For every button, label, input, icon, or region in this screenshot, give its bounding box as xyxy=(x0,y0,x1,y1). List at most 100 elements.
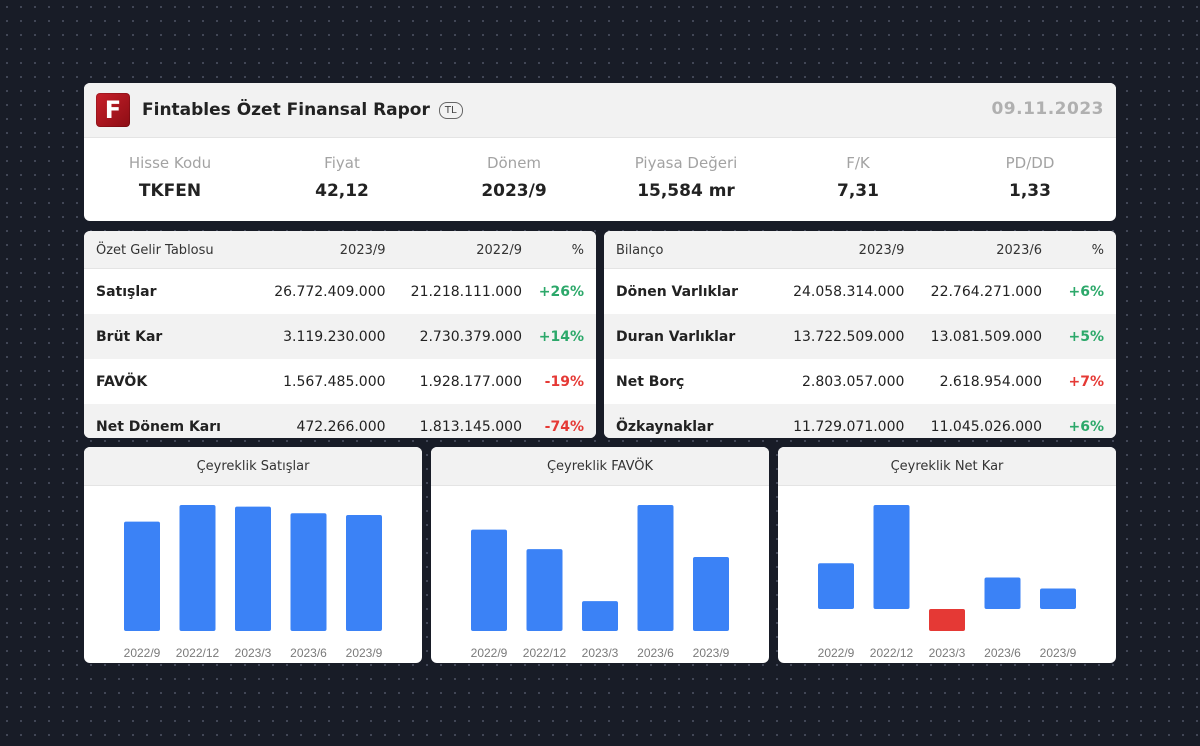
x-tick-label: 2023/9 xyxy=(693,646,730,660)
row-label: FAVÖK xyxy=(96,373,148,390)
column-header: % xyxy=(523,231,596,269)
table-row: Satışlar 26.772.409.000 21.218.111.000 +… xyxy=(84,269,596,314)
report-date: 09.11.2023 xyxy=(991,99,1104,119)
current-value: 24.058.314.000 xyxy=(793,283,905,300)
column-header: Bilanço xyxy=(604,231,768,269)
x-tick-label: 2023/6 xyxy=(637,646,674,660)
x-tick-label: 2023/6 xyxy=(290,646,327,660)
current-value: 472.266.000 xyxy=(250,404,387,438)
metric-value: 15,584 mr xyxy=(637,181,735,201)
table-row: Brüt Kar 3.119.230.000 2.730.379.000 +14… xyxy=(84,314,596,359)
chart-title: Çeyreklik FAVÖK xyxy=(431,447,769,485)
x-tick-label: 2022/12 xyxy=(870,646,914,660)
chart-bar xyxy=(235,506,271,631)
row-label: Özkaynaklar xyxy=(604,404,768,438)
x-tick-label: 2023/3 xyxy=(582,646,619,660)
row-label: Net Borç xyxy=(616,373,685,390)
column-header: 2023/9 xyxy=(250,231,387,269)
row-label: Net Dönem Karı xyxy=(84,404,251,438)
metric-label: Dönem xyxy=(486,154,542,172)
previous-value: 22.764.271.000 xyxy=(930,283,1042,300)
column-header: 2023/9 xyxy=(767,231,906,269)
previous-value: 2.730.379.000 xyxy=(386,314,523,359)
current-value: 26.772.409.000 xyxy=(274,283,386,300)
metric-period: Dönem 2023/9 xyxy=(428,137,600,221)
x-tick-label: 2023/6 xyxy=(984,646,1021,660)
change-percent: +6% xyxy=(1043,404,1116,438)
chart-title: Çeyreklik Net Kar xyxy=(778,447,1116,485)
current-value: 1.567.485.000 xyxy=(283,373,386,390)
currency-badge: TL xyxy=(438,101,463,119)
row-label: Brüt Kar xyxy=(84,314,251,359)
column-header: % xyxy=(1043,231,1116,269)
x-tick-label: 2023/3 xyxy=(929,646,966,660)
chart-title: Çeyreklik Satışlar xyxy=(84,447,422,485)
balance-sheet-card: Bilanço 2023/9 2023/6 % Dönen Varlıklar … xyxy=(604,231,1116,438)
table-row: Duran Varlıklar 13.722.509.000 13.081.50… xyxy=(604,314,1116,359)
previous-value: 21.218.111.000 xyxy=(410,283,522,300)
chart-bar xyxy=(179,505,216,631)
quarterly-net-profit-chart-card: Çeyreklik Net Kar 2022/9 2022/12 2023/3 202… xyxy=(778,447,1116,663)
previous-value: 2.618.954.000 xyxy=(939,373,1042,390)
metric-market-cap: Piyasa Değeri 15,584 mr xyxy=(600,137,772,221)
table-row: Özkaynaklar 11.729.071.000 11.045.026.00… xyxy=(604,404,1116,438)
quarterly-sales-chart-card: Çeyreklik Satışlar 2022/9 2022/12 2023/3 20… xyxy=(84,447,422,663)
row-label: Duran Varlıklar xyxy=(604,314,768,359)
balance-sheet-table: Bilanço 2023/9 2023/6 % Dönen Varlıklar … xyxy=(604,231,1116,438)
report-title: Fintables Özet Finansal Rapor xyxy=(142,100,430,120)
chart-bar xyxy=(290,513,327,631)
metric-pb-ratio: PD/DD 1,33 xyxy=(944,137,1116,221)
chart-bar xyxy=(471,529,507,631)
metric-label: Fiyat xyxy=(324,154,360,172)
metric-ticker: Hisse Kodu TKFEN xyxy=(84,137,256,221)
row-label: Satışlar xyxy=(96,283,157,300)
current-value: 13.722.509.000 xyxy=(767,314,906,359)
fintables-logo: F xyxy=(96,93,130,127)
quarterly-ebitda-chart: 2022/9 2022/12 2023/3 2023/6 2023/9 xyxy=(471,505,730,660)
metric-value: TKFEN xyxy=(138,181,202,201)
current-value: 2.803.057.000 xyxy=(801,373,905,390)
x-tick-label: 2023/3 xyxy=(235,646,272,660)
x-tick-label: 2022/9 xyxy=(818,646,855,660)
table-row: Dönen Varlıklar 24.058.314.000 22.764.27… xyxy=(604,269,1116,314)
key-metrics: Hisse Kodu TKFEN Fiyat 42,12 Dönem 2023/… xyxy=(84,137,1116,221)
chart-bar xyxy=(582,601,618,631)
income-statement-table: Özet Gelir Tablosu 2023/9 2022/9 % Satış… xyxy=(84,231,596,438)
previous-value: 1.928.177.000 xyxy=(419,373,522,390)
income-statement-card: Özet Gelir Tablosu 2023/9 2022/9 % Satış… xyxy=(84,231,596,438)
metric-value: 42,12 xyxy=(315,181,369,201)
x-tick-label: 2023/9 xyxy=(1040,646,1077,660)
change-percent: +14% xyxy=(523,314,596,359)
header-bar: F Fintables Özet Finansal Rapor TL 09.11… xyxy=(84,83,1116,137)
x-tick-label: 2022/12 xyxy=(176,646,220,660)
chart-bar xyxy=(984,577,1021,609)
table-header-row: Özet Gelir Tablosu 2023/9 2022/9 % xyxy=(84,231,596,269)
metric-value: 2023/9 xyxy=(481,181,547,201)
table-row: FAVÖK 1.567.485.000 1.928.177.000 -19% xyxy=(84,359,596,404)
chart-bar xyxy=(346,514,382,631)
x-tick-label: 2022/9 xyxy=(471,646,508,660)
change-percent: -74% xyxy=(523,404,596,438)
metric-pe-ratio: F/K 7,31 xyxy=(772,137,944,221)
previous-value: 1.813.145.000 xyxy=(386,404,523,438)
previous-value: 13.081.509.000 xyxy=(905,314,1043,359)
quarterly-net-profit-chart: 2022/9 2022/12 2023/3 2023/6 2023/9 xyxy=(818,505,1077,660)
current-value: 11.729.071.000 xyxy=(767,404,906,438)
report-header-card: F Fintables Özet Finansal Rapor TL 09.11… xyxy=(84,83,1116,221)
change-percent: -19% xyxy=(544,373,584,390)
metric-label: F/K xyxy=(846,154,870,172)
chart-bar xyxy=(637,505,674,631)
chart-bar xyxy=(693,556,729,631)
chart-bar xyxy=(818,563,854,609)
change-percent: +5% xyxy=(1043,314,1116,359)
metric-label: PD/DD xyxy=(1005,154,1055,172)
metric-value: 7,31 xyxy=(837,181,879,201)
current-value: 3.119.230.000 xyxy=(250,314,387,359)
change-percent: +6% xyxy=(1068,283,1105,300)
previous-value: 11.045.026.000 xyxy=(905,404,1043,438)
metric-label: Piyasa Değeri xyxy=(634,154,738,172)
metric-price: Fiyat 42,12 xyxy=(256,137,428,221)
row-label: Dönen Varlıklar xyxy=(616,283,739,300)
chart-bar xyxy=(124,521,160,631)
table-row: Net Dönem Karı 472.266.000 1.813.145.000… xyxy=(84,404,596,438)
